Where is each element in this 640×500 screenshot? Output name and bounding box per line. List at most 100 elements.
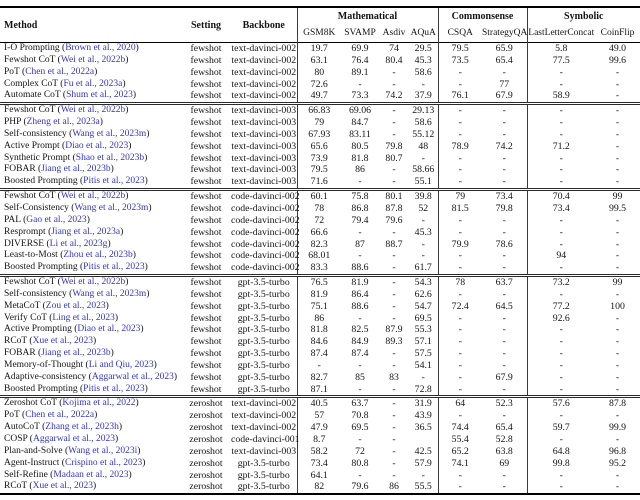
score-cell: 52 xyxy=(418,202,429,214)
score-cell: - xyxy=(437,152,482,165)
score-cell: 47.9 xyxy=(296,422,341,434)
score-cell: - xyxy=(421,78,425,90)
score-cell: 73.4 xyxy=(296,457,341,470)
citation-link[interactable]: Brown et al., 2020 xyxy=(65,43,136,53)
citation-link[interactable]: Fu et al., 2023a xyxy=(63,78,123,89)
citation-link[interactable]: Wei et al., 2022b xyxy=(60,277,126,288)
citation-link[interactable]: Pitis et al., 2023 xyxy=(83,176,145,187)
citation-link[interactable]: Wei et al., 2022b xyxy=(60,54,126,65)
method-name: Agent-Instruct ( xyxy=(4,457,65,468)
table-row: Self-consistency (Wang et al., 2023m) few… xyxy=(0,288,640,301)
citation-link[interactable]: Xue et al., 2023 xyxy=(32,481,94,492)
score-cell: - xyxy=(615,469,620,481)
citation-link[interactable]: Wang et al., 2023m xyxy=(72,288,147,299)
score-cell: 79.5 xyxy=(296,164,341,177)
backbone-cell: text-davinci-003 xyxy=(231,152,297,164)
score-cell: 80.7 xyxy=(385,152,403,164)
score-cell: - xyxy=(615,262,620,274)
citation-link[interactable]: Zheng et al., 2023a xyxy=(26,117,100,128)
citation-link[interactable]: Li and Qiu, 2023 xyxy=(88,359,154,370)
score-cell: - xyxy=(526,371,596,384)
score-cell: 82.3 xyxy=(296,238,341,251)
citation-link[interactable]: Jiang et al., 2023a xyxy=(51,226,121,237)
citation-link[interactable]: Xue et al., 2023 xyxy=(32,336,94,347)
method-cell: Memory-of-Thought (Li and Qiu, 2023) xyxy=(4,359,157,370)
citation-link[interactable]: Diao et al., 2023 xyxy=(65,140,129,151)
backbone-cell: text-davinci-003 xyxy=(231,176,297,188)
citation-link[interactable]: Ling et al., 2023 xyxy=(52,312,115,323)
score-cell: 67.9 xyxy=(495,371,513,383)
table-row: PoT (Chen et al., 2022a) zeroshot text-dav… xyxy=(0,410,640,423)
citation-link[interactable]: Shao et al., 2023b xyxy=(75,152,145,163)
score-cell: - xyxy=(421,250,425,262)
col-header-asdiv: Asdiv xyxy=(382,28,406,38)
citation-link[interactable]: Wang et al., 2023m xyxy=(72,128,147,139)
score-cell: 99.9 xyxy=(608,422,627,434)
setting-cell: zeroshot xyxy=(181,395,231,411)
citation-link[interactable]: Wei et al., 2022b xyxy=(60,105,126,116)
score-cell: - xyxy=(421,469,425,481)
score-cell: 80.4 xyxy=(385,54,403,66)
score-cell: - xyxy=(502,348,506,360)
score-cell: 65.4 xyxy=(495,422,513,434)
backbone-cell: code-davinci-002 xyxy=(231,238,300,250)
citation-link[interactable]: Diao et al., 2023 xyxy=(77,324,141,335)
method-name: Adaptive-consistency ( xyxy=(4,371,92,382)
score-cell: - xyxy=(392,226,396,238)
citation-link[interactable]: Aggarwal et al., 2023 xyxy=(32,434,115,444)
score-cell: 88.6 xyxy=(351,300,369,312)
citation-link[interactable]: Zhang et al., 2023h xyxy=(45,422,119,433)
citation-link[interactable]: Wang et al., 2023m xyxy=(74,202,149,213)
citation-link[interactable]: Pitis et al., 2023 xyxy=(83,383,145,394)
citation-link[interactable]: Aggarwal et al., 2023 xyxy=(91,371,174,382)
score-cell: 75.1 xyxy=(296,300,341,313)
score-cell: 82 xyxy=(296,481,341,495)
table-row: RCoT (Xue et al., 2023) zeroshot gpt-3.5-t… xyxy=(0,481,640,495)
citation-link[interactable]: Wei et al., 2022b xyxy=(60,191,126,202)
score-cell: 72 xyxy=(355,445,365,457)
citation-link[interactable]: Li et al., 2023g xyxy=(49,238,108,249)
citation-link[interactable]: Zou et al., 2023 xyxy=(45,300,106,311)
score-cell: 60.1 xyxy=(296,188,341,203)
score-cell: - xyxy=(502,336,506,348)
score-cell: 85 xyxy=(355,371,365,383)
score-cell: 81.9 xyxy=(341,273,379,289)
score-cell: - xyxy=(421,152,425,164)
backbone-cell: text-davinci-002 xyxy=(231,422,297,434)
table-row: Self-Consistency (Wang et al., 2023m) few… xyxy=(0,202,640,215)
citation-link[interactable]: Zhou et al., 2023b xyxy=(63,250,133,261)
setting-cell: fewshot xyxy=(190,324,222,336)
backbone-cell: gpt-3.5-turbo xyxy=(237,383,290,395)
citation-link[interactable]: Kojima et al., 2022 xyxy=(62,398,136,409)
score-cell: - xyxy=(526,262,596,276)
score-cell: - xyxy=(437,226,482,239)
citation-link[interactable]: Chen et al., 2022a xyxy=(25,410,95,421)
score-cell: - xyxy=(502,214,506,226)
citation-link[interactable]: Wang et al., 2023i xyxy=(68,445,138,456)
score-cell: - xyxy=(526,383,596,397)
citation-link[interactable]: Madaan et al., 2023 xyxy=(53,469,129,480)
score-cell: - xyxy=(615,410,620,422)
citation-link[interactable]: Jiang et al., 2023b xyxy=(41,348,111,359)
score-cell: 87 xyxy=(355,238,365,250)
score-cell: 64.8 xyxy=(526,445,596,458)
score-cell: 73.5 xyxy=(437,54,482,67)
citation-link[interactable]: Chen et al., 2022a xyxy=(25,66,95,77)
score-cell: - xyxy=(615,117,620,129)
citation-link[interactable]: Crispino et al., 2023 xyxy=(64,457,143,468)
setting-cell: fewshot xyxy=(190,300,222,312)
score-cell: 66.83 xyxy=(296,102,341,118)
score-cell: - xyxy=(526,238,596,251)
score-cell: 48 xyxy=(418,140,429,152)
score-cell: 65.9 xyxy=(495,43,513,54)
method-cell: Fewshot CoT (Wei et al., 2022b) xyxy=(0,102,181,118)
method-name: Self-consistency ( xyxy=(4,128,73,139)
citation-link[interactable]: Shum et al., 2023 xyxy=(66,90,133,101)
score-cell: 29.13 xyxy=(409,102,438,118)
citation-link[interactable]: Jiang et al., 2023b xyxy=(41,164,111,175)
method-name: PoT ( xyxy=(4,66,26,77)
setting-cell: fewshot xyxy=(190,348,222,360)
citation-link[interactable]: Pitis et al., 2023 xyxy=(83,262,145,273)
citation-link[interactable]: Gao et al., 2023 xyxy=(26,214,87,225)
col-header-csqa: CSQA xyxy=(437,25,482,43)
